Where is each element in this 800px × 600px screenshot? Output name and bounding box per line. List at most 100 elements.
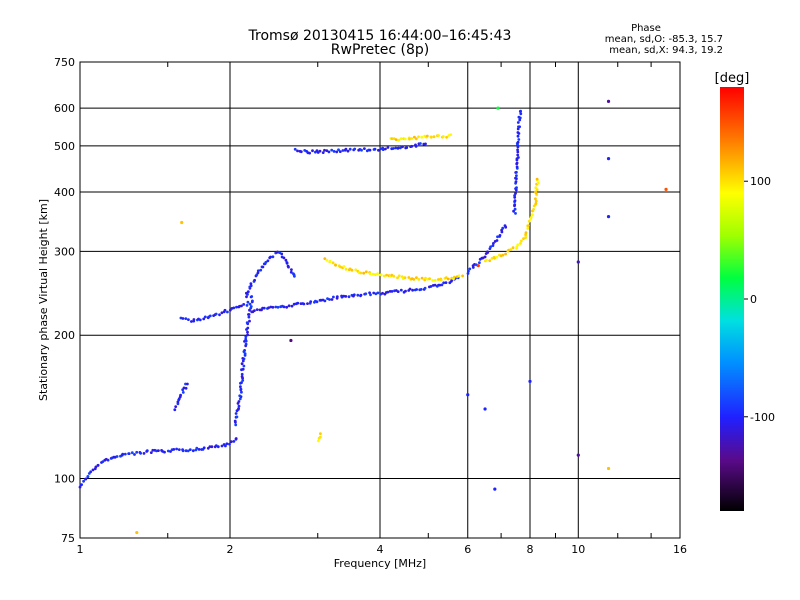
trace-point: [299, 150, 303, 154]
trace-point: [513, 203, 517, 207]
trace-point: [445, 135, 448, 139]
trace-point: [514, 212, 517, 215]
trace-point: [381, 148, 385, 152]
trace-point: [284, 258, 288, 262]
trace-point: [234, 423, 238, 427]
trace-point: [224, 444, 227, 448]
trace-point: [391, 147, 395, 150]
trace-point: [516, 134, 520, 138]
trace-point: [334, 263, 337, 267]
trace-point: [441, 135, 445, 138]
trace-point: [218, 313, 221, 317]
trace-point: [405, 146, 409, 150]
y-axis-label: Stationary phase Virtual Height [km]: [37, 199, 50, 401]
scatter-point: [606, 466, 611, 471]
trace-point: [518, 118, 522, 122]
trace-point: [501, 253, 505, 257]
trace-point: [282, 256, 286, 260]
stats-x-line: mean, sd,X: 94.3, 19.2: [609, 45, 723, 56]
trace-point: [269, 305, 273, 309]
trace-point: [80, 483, 83, 486]
trace-point: [429, 285, 433, 288]
trace-point: [341, 149, 345, 152]
trace-point: [325, 258, 329, 262]
x-tick-label: 4: [377, 543, 384, 556]
trace-point: [498, 234, 502, 237]
trace-point: [139, 451, 143, 455]
trace-point: [394, 138, 398, 142]
trace-point: [249, 305, 253, 308]
trace-point: [106, 458, 110, 462]
trace-point: [190, 320, 193, 323]
trace-point: [245, 304, 249, 307]
trace-point: [457, 274, 461, 278]
trace-point: [449, 133, 453, 137]
trace-point: [501, 226, 505, 230]
trace-point: [197, 448, 201, 451]
colorbar-ticks: 100 0 -100: [744, 175, 775, 424]
trace-point: [515, 165, 519, 169]
trace-point: [130, 451, 134, 455]
trace-point: [247, 315, 251, 319]
trace-point: [264, 260, 268, 264]
trace-point: [384, 147, 387, 151]
trace-point: [363, 147, 366, 151]
trace-point: [94, 465, 98, 469]
trace-point: [493, 256, 496, 260]
trace-point: [386, 290, 390, 294]
trace-point: [239, 385, 242, 389]
trace-point: [84, 477, 88, 481]
trace-point: [261, 265, 265, 269]
trace-point: [404, 289, 407, 293]
trace-point: [253, 278, 256, 282]
trace-point: [225, 442, 229, 446]
trace-point: [237, 404, 241, 408]
trace-point: [285, 261, 289, 265]
trace-point: [529, 216, 533, 219]
trace-point: [244, 342, 248, 346]
trace-point: [516, 150, 520, 154]
trace-point: [243, 349, 247, 352]
colorbar-tick-label: 100: [750, 175, 771, 188]
trace-point: [309, 300, 313, 303]
trace-point: [330, 148, 334, 152]
trace-point: [296, 149, 299, 153]
trace-point: [503, 224, 507, 228]
trace-point: [399, 288, 403, 292]
trace-point: [433, 283, 437, 287]
y-tick-label: 500: [54, 140, 75, 153]
trace-point: [428, 277, 431, 281]
trace-point: [410, 137, 414, 140]
trace-point: [373, 147, 377, 151]
colorbar-label: [deg]: [715, 71, 750, 86]
trace-point: [240, 390, 243, 394]
scatter-point: [528, 379, 532, 383]
trace-point: [350, 268, 354, 272]
trace-point: [514, 180, 518, 184]
trace-point: [133, 453, 136, 456]
trace-point: [240, 362, 244, 366]
trace-point: [390, 290, 394, 293]
trace-point: [245, 321, 249, 325]
trace-point: [513, 207, 517, 211]
trace-point: [514, 176, 517, 180]
trace-point: [335, 150, 339, 154]
trace-point: [332, 150, 336, 153]
trace-point: [518, 125, 521, 129]
scatter-point: [180, 220, 184, 225]
trace-point: [397, 146, 400, 150]
trace-point: [246, 290, 250, 294]
trace-point: [323, 299, 327, 303]
trace-point: [328, 259, 332, 263]
scatter-point: [576, 453, 580, 457]
scatter-point: [466, 393, 470, 397]
trace-point: [101, 460, 105, 463]
trace-point: [516, 145, 520, 149]
y-tick-label: 75: [61, 532, 75, 545]
trace-point: [526, 227, 530, 230]
trace-point: [187, 318, 190, 321]
trace-point: [330, 298, 334, 301]
trace-point: [346, 149, 350, 153]
chart-subtitle: RwPretec (8p): [331, 42, 429, 58]
